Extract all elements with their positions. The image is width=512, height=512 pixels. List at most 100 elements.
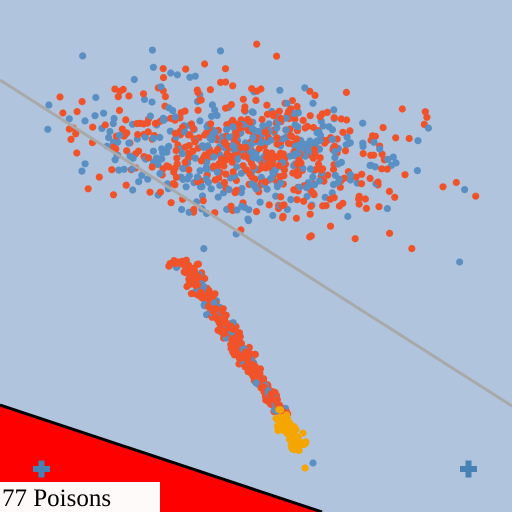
point (378, 165, 386, 173)
point (293, 102, 301, 111)
point (207, 185, 215, 193)
point (375, 203, 383, 211)
point (73, 108, 81, 116)
point (56, 93, 64, 101)
point (181, 158, 189, 166)
point (309, 99, 317, 107)
point (389, 153, 397, 161)
point (319, 202, 327, 210)
point (156, 133, 164, 142)
point (221, 329, 229, 337)
point (59, 109, 67, 117)
point (214, 193, 222, 201)
point (172, 146, 180, 155)
point (265, 201, 273, 209)
point (283, 99, 291, 107)
point (294, 442, 302, 450)
point (122, 181, 130, 189)
point (191, 273, 199, 281)
point (370, 138, 378, 146)
class-marker (460, 460, 477, 478)
point (263, 110, 272, 118)
point (158, 145, 166, 153)
class-marker (33, 460, 50, 478)
point (277, 114, 285, 122)
point (287, 433, 295, 441)
point (214, 145, 222, 154)
point (109, 191, 118, 199)
point (306, 210, 314, 218)
point (439, 183, 447, 191)
poison-count: 77 Poisons (2, 485, 111, 512)
point (216, 47, 225, 55)
point (284, 107, 293, 116)
point (359, 139, 367, 147)
point (374, 178, 382, 186)
point (232, 129, 240, 137)
point (408, 245, 416, 253)
point (262, 178, 270, 186)
point (159, 65, 167, 73)
point (144, 154, 153, 162)
point (287, 196, 295, 204)
point (256, 198, 264, 206)
point (240, 152, 248, 160)
point (156, 170, 164, 178)
point (222, 78, 230, 86)
point (206, 86, 214, 94)
point (141, 133, 149, 141)
point (79, 52, 87, 60)
point (222, 170, 230, 178)
point (133, 120, 141, 128)
point (139, 90, 148, 98)
point (306, 87, 314, 95)
point (148, 163, 156, 171)
point (187, 290, 195, 298)
point (199, 197, 207, 205)
point (306, 137, 314, 145)
point (111, 85, 119, 93)
point (413, 167, 421, 175)
point (105, 134, 113, 142)
point (239, 95, 247, 103)
point (81, 160, 89, 168)
point (273, 52, 281, 60)
point (146, 112, 154, 120)
point (293, 196, 301, 204)
point (398, 105, 406, 113)
point (151, 119, 159, 127)
point (258, 115, 266, 124)
point (289, 169, 297, 177)
point (273, 134, 281, 142)
point (309, 459, 317, 467)
point (225, 133, 233, 141)
point (359, 119, 367, 127)
point (245, 217, 253, 225)
point (303, 184, 311, 192)
point (211, 106, 219, 114)
point (171, 129, 179, 137)
point (357, 180, 366, 188)
point (275, 107, 283, 115)
point (334, 178, 342, 187)
point (280, 166, 288, 174)
point (84, 185, 92, 193)
point (384, 155, 392, 163)
point (288, 97, 296, 105)
point (265, 120, 273, 128)
point (304, 147, 312, 155)
point (401, 171, 409, 179)
point (197, 157, 205, 165)
point (311, 91, 319, 99)
point (45, 101, 53, 109)
point (461, 186, 469, 194)
point (337, 115, 345, 123)
point (148, 46, 156, 54)
point (315, 145, 323, 153)
point (383, 205, 391, 213)
point (424, 124, 432, 132)
point (294, 150, 302, 158)
point (371, 132, 379, 140)
point (165, 142, 173, 150)
